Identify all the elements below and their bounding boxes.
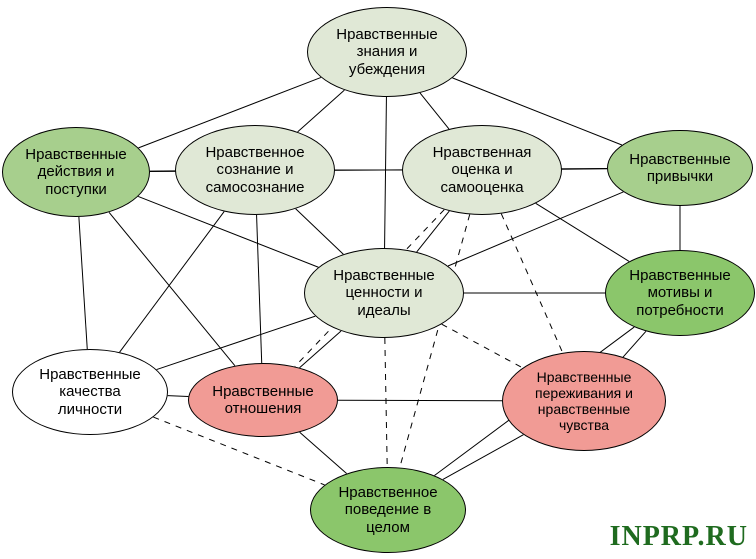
node-knowledge: Нравственныезнания иубеждения bbox=[307, 7, 467, 97]
edge-values-feelings bbox=[442, 324, 523, 368]
edge-conscious-relations bbox=[257, 215, 262, 363]
edge-relations-feelings bbox=[338, 400, 502, 401]
edge-feelings-behavior bbox=[443, 435, 524, 480]
edge-values-behavior bbox=[385, 338, 387, 467]
edge-conscious-qualities bbox=[120, 212, 225, 353]
node-habits: Нравственныепривычки bbox=[607, 130, 753, 206]
edge-values-qualities bbox=[157, 316, 316, 369]
node-actions: Нравственныедействия ипоступки bbox=[2, 127, 150, 217]
node-appraisal: Нравственнаяоценка исамооценка bbox=[402, 125, 562, 215]
edge-conscious-values bbox=[296, 209, 344, 254]
node-feelings: Нравственныепереживания инравственныечув… bbox=[502, 351, 666, 451]
edge-actions-relations bbox=[109, 212, 235, 365]
edge-relations-behavior bbox=[300, 432, 347, 473]
edge-appraisal-feelings bbox=[501, 214, 562, 353]
edge-knowledge-conscious bbox=[298, 90, 345, 132]
node-behavior: Нравственноеповедение вцелом bbox=[310, 467, 466, 553]
node-qualities: Нравственныекачестваличности bbox=[12, 349, 168, 435]
node-relations: Нравственныеотношения bbox=[188, 363, 338, 437]
edge-motives-feelings bbox=[623, 331, 646, 357]
edge-appraisal-motives bbox=[536, 203, 629, 261]
edge-knowledge-values bbox=[385, 97, 387, 248]
edge-actions-qualities bbox=[79, 217, 87, 349]
edge-appraisal-values bbox=[417, 211, 450, 252]
edge-qualities-relations bbox=[168, 396, 189, 397]
node-values: Нравственныеценности иидеалы bbox=[304, 248, 464, 338]
edge-knowledge-appraisal bbox=[420, 93, 449, 129]
watermark: INPRP.RU bbox=[610, 521, 748, 553]
node-motives: Нравственныемотивы ипотребности bbox=[605, 250, 755, 336]
node-conscious: Нравственноесознание исамосознание bbox=[175, 125, 335, 215]
diagram-stage: Нравственныезнания иубеждения Нравственны… bbox=[0, 0, 756, 559]
edge-values-relations bbox=[300, 331, 342, 368]
